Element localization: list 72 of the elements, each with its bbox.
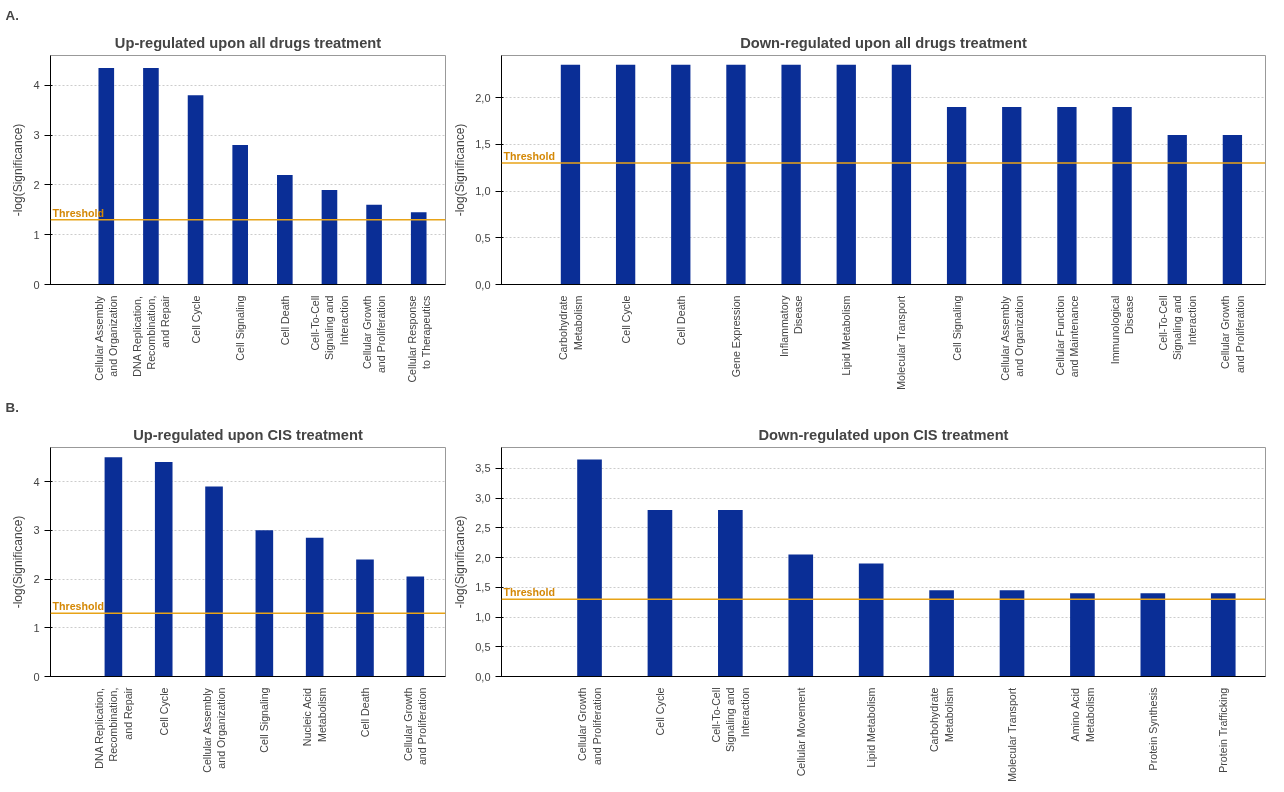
x-tick-label: Cell Signaling [258, 687, 271, 753]
x-tick-label: Gene Expression [729, 295, 742, 378]
x-tick-label: Cellular Assembly and Organization [93, 295, 120, 381]
x-tick-label: Cell Signaling [950, 295, 963, 361]
y-tick-label: 3 [33, 524, 40, 537]
chart-title: Up-regulated upon all drugs treatment [114, 34, 382, 51]
y-tick-label: 0 [33, 278, 40, 291]
x-tick-label: Cell-To-Cell Signaling and Interaction [309, 295, 350, 361]
ref-line-label: Threshold [503, 149, 556, 162]
x-tick-label: Inflammatory Disease [777, 294, 805, 358]
x-tick-label: DNA Replication, Recombination, and Repair [93, 687, 134, 769]
y-tick-label: 3,5 [475, 462, 491, 475]
x-tick-label: Cell-To-Cell Signaling and Interaction [1156, 295, 1198, 361]
y-tick-label: 0,5 [475, 640, 491, 653]
y-tick-label: 1,5 [475, 581, 491, 594]
y-tick-label: 0 [33, 670, 40, 683]
x-tick-label: Molecular Transport [1006, 687, 1019, 782]
y-tick-label: 0,0 [475, 278, 491, 291]
ref-line-label: Threshold [52, 600, 105, 613]
x-tick-label: Carbohydrate Metabolism [928, 687, 955, 753]
x-tick-label: Cell Signaling [234, 295, 247, 361]
y-tick-label: 2 [33, 573, 40, 586]
x-tick-label: Immunological Disease [1108, 295, 1136, 365]
x-tick-label: Cellular Growth and Proliferation [1219, 295, 1246, 374]
chart-title: Down-regulated upon all drugs treatment [740, 34, 1027, 51]
x-tick-label: Cell Death [674, 295, 687, 346]
x-tick-label: Cellular Growth and Proliferation [360, 295, 388, 374]
y-tick-label: 0,0 [475, 670, 491, 683]
y-tick-label: 4 [33, 475, 40, 488]
x-tick-label: Amino Acid Metabolism [1069, 687, 1096, 742]
x-tick-label: Cellular Growth and Proliferation [402, 687, 429, 766]
x-tick-label: Cellular Assembly and Organization [200, 687, 228, 773]
x-tick-label: Cellular Response to Therapeutics [405, 295, 432, 383]
x-tick-label: Cell Death [278, 295, 291, 346]
y-tick-label: 2 [33, 178, 40, 191]
text: A. [5, 7, 19, 23]
ref-line-label: Threshold [503, 586, 556, 599]
chart-title: Up-regulated upon CIS treatment [133, 426, 363, 443]
x-tick-label: Molecular Transport [895, 295, 908, 390]
x-tick-label: Cell Cycle [157, 687, 170, 736]
y-axis-title: -log(Significance) [453, 123, 468, 217]
y-tick-label: 3 [33, 129, 40, 142]
x-tick-label: Cell-To-Cell Signaling and Interaction [709, 687, 751, 753]
y-tick-label: 2,5 [475, 521, 491, 534]
x-tick-label: Cell Death [358, 687, 371, 738]
x-tick-label: Carbohydrate Metabolism [557, 295, 584, 361]
x-tick-label: Cell Cycle [189, 295, 202, 344]
x-tick-label: Lipid Metabolism [865, 687, 878, 768]
y-tick-label: 0,5 [475, 231, 491, 244]
x-tick-label: Cell Cycle [653, 687, 666, 736]
x-tick-label: Lipid Metabolism [840, 295, 853, 376]
y-tick-label: 2,0 [475, 551, 491, 564]
y-tick-label: 1 [33, 228, 40, 241]
y-axis-title: -log(Significance) [11, 515, 26, 609]
y-tick-label: 1,5 [475, 138, 491, 151]
y-tick-label: 2,0 [475, 91, 491, 104]
text: B. [5, 399, 19, 415]
y-axis-title: -log(Significance) [11, 123, 26, 217]
y-tick-label: 1 [33, 621, 40, 634]
y-tick-label: 3,0 [475, 492, 491, 505]
x-tick-label: Nucleic Acid Metabolism [301, 687, 328, 747]
y-tick-label: 4 [33, 79, 40, 92]
y-tick-label: 1,0 [475, 611, 491, 624]
x-tick-label: Cellular Assembly and Organization [998, 295, 1025, 381]
x-tick-label: Protein Trafficking [1217, 687, 1230, 773]
x-tick-label: Protein Synthesis [1146, 687, 1159, 771]
y-tick-label: 1,0 [475, 185, 491, 198]
y-axis-title: -log(Significance) [453, 515, 468, 609]
x-tick-label: Cellular Movement [794, 687, 807, 777]
chart-title: Down-regulated upon CIS treatment [758, 426, 1009, 443]
x-tick-label: Cellular Growth and Proliferation [576, 687, 603, 766]
x-tick-label: Cell Cycle [619, 295, 632, 344]
